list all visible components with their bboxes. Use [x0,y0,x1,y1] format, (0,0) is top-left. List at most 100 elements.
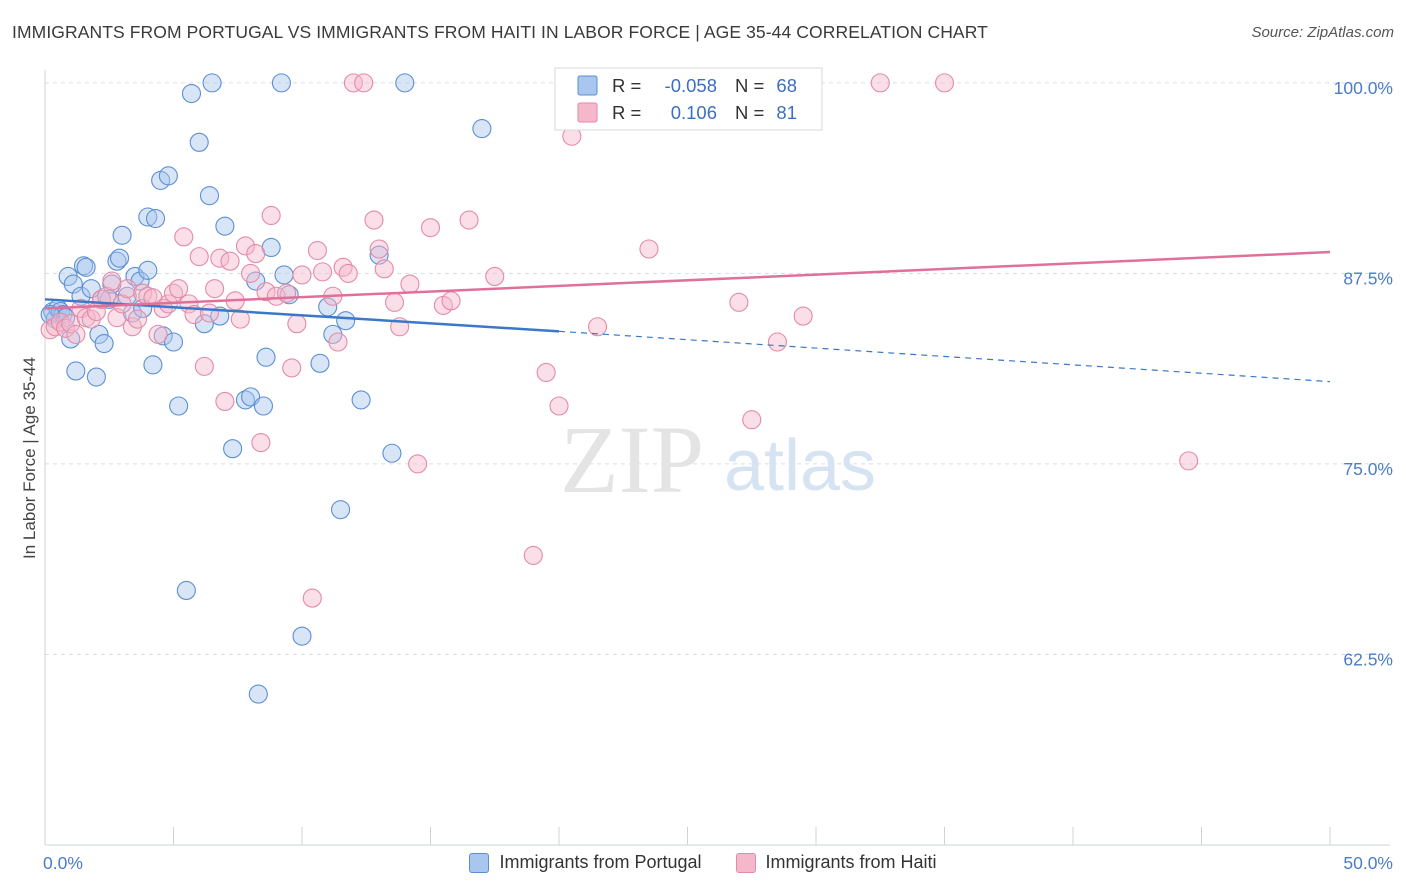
point-haiti [364,210,384,230]
point-haiti [199,303,220,323]
point-haiti [338,263,358,283]
point-portugal [223,439,243,459]
point-portugal [89,324,109,344]
haiti-r-value: 0.106 [671,102,717,123]
point-portugal [215,216,235,236]
watermark: ZIP atlas [560,406,876,513]
point-haiti [639,239,659,259]
point-haiti [729,292,749,312]
point-portugal [271,73,291,93]
portugal-n-label: N = [735,75,764,96]
point-portugal [395,73,415,93]
point-haiti [194,356,214,376]
point-haiti [261,205,281,226]
point-haiti [400,274,420,294]
point-portugal [292,626,312,646]
point-haiti [870,73,890,93]
point-portugal [76,257,96,277]
point-portugal [472,119,492,139]
watermark-zip: ZIP [560,406,704,513]
haiti-n-label: N = [735,102,764,123]
point-haiti [459,210,479,230]
point-portugal [382,443,402,463]
point-portugal [158,166,178,186]
point-haiti [246,244,266,264]
point-haiti [102,271,122,291]
point-portugal [351,390,371,410]
point-portugal [143,355,163,375]
legend-label-haiti: Immigrants from Haiti [765,852,937,872]
trend-line-portugal-extrapolated [558,330,1331,383]
point-portugal [189,132,209,152]
point-haiti [523,545,543,565]
point-haiti [117,279,137,299]
point-haiti [277,283,297,303]
point-portugal [163,332,184,352]
point-haiti [50,312,70,332]
series-portugal-points [40,73,492,704]
point-haiti [549,396,569,416]
point-portugal [63,274,83,294]
point-portugal [181,83,202,104]
source-label: Source: ZipAtlas.com [1251,24,1394,41]
watermark-atlas: atlas [724,426,876,506]
legend-item-portugal: Immigrants from Portugal [469,852,702,873]
point-haiti [230,309,250,329]
point-portugal [202,73,222,93]
series-haiti-points [40,73,1199,608]
point-haiti [793,306,813,326]
point-haiti [256,282,276,302]
point-haiti [287,314,307,334]
point-haiti [1179,451,1199,471]
point-portugal [109,248,130,268]
point-haiti [742,410,762,430]
point-portugal [112,225,132,245]
y-tick-label: 87.5% [1343,268,1393,288]
point-portugal [107,251,127,271]
point-haiti [282,358,302,378]
point-haiti [441,291,461,311]
point-portugal [310,353,330,373]
point-haiti [40,320,60,340]
point-haiti [328,332,348,352]
point-portugal [248,684,268,704]
point-haiti [241,263,261,283]
point-portugal [336,311,356,331]
point-portugal [176,580,196,600]
point-haiti [251,433,271,453]
grid-lines [45,82,1390,655]
point-portugal [169,396,189,416]
point-portugal [241,387,261,407]
point-haiti [354,73,374,93]
point-haiti [536,362,556,383]
point-haiti [485,266,505,286]
point-haiti [169,279,189,299]
legend-swatch-haiti [735,852,756,873]
point-haiti [313,262,333,282]
point-haiti [343,73,363,93]
point-haiti [307,240,327,261]
y-tick-label: 100.0% [1334,78,1393,98]
haiti-n-value: 81 [776,102,797,123]
point-portugal [199,186,220,206]
portugal-n-value: 68 [776,75,797,96]
point-haiti [66,324,86,344]
point-portugal [274,265,294,285]
axes [44,70,1390,846]
point-haiti [133,283,153,303]
tick-labels: 62.5% 75.0% 87.5% 100.0% 0.0% 50.0% [43,78,1393,873]
y-tick-label: 62.5% [1343,649,1393,669]
point-portugal [40,305,60,325]
point-haiti [127,309,148,329]
point-haiti [934,73,955,93]
point-haiti [148,324,168,344]
point-haiti [292,265,312,285]
point-haiti [333,257,353,277]
point-haiti [369,239,389,259]
portugal-r-label: R = [612,75,641,96]
point-haiti [220,251,240,271]
haiti-r-label: R = [612,102,641,123]
point-portugal [138,207,158,227]
portugal-r-value: -0.058 [665,75,717,96]
point-portugal [138,260,158,280]
